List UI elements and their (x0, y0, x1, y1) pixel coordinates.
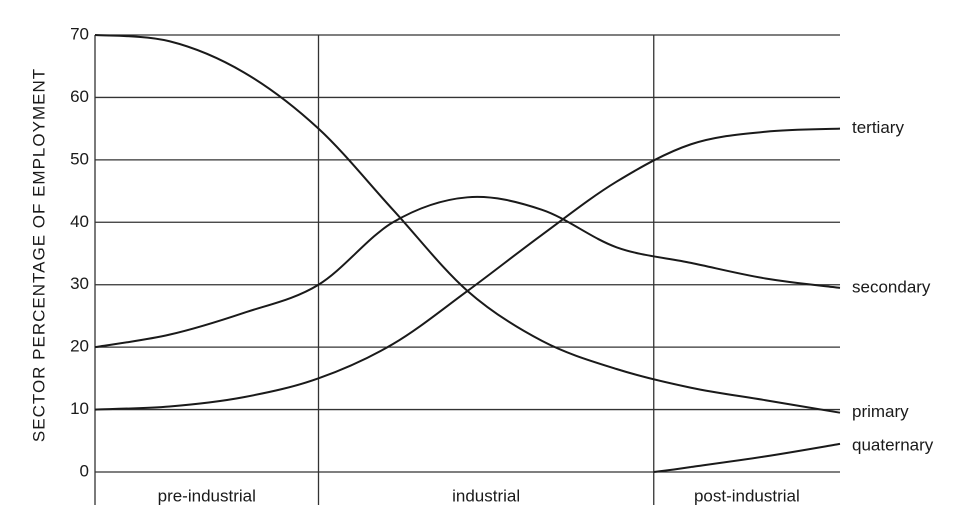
y-tick-label: 20 (70, 337, 89, 356)
y-tick-label: 50 (70, 149, 89, 168)
y-axis-label: SECTOR PERCENTAGE OF EMPLOYMENT (29, 68, 48, 442)
y-tick-label: 10 (70, 399, 89, 418)
y-tick-label: 30 (70, 274, 89, 293)
series-label: secondary (852, 277, 931, 296)
phase-label: pre-industrial (158, 486, 256, 505)
series-line (94, 34, 841, 414)
series-line (690, 442, 841, 468)
y-tick-label: 60 (70, 87, 89, 106)
y-tick-label: 70 (70, 24, 89, 43)
phase-label: industrial (452, 486, 520, 505)
series-line-start (653, 466, 692, 473)
y-tick-label: 0 (80, 461, 89, 480)
phase-label: post-industrial (694, 486, 800, 505)
series-line (94, 195, 841, 349)
series-label: primary (852, 402, 909, 421)
series-label: quaternary (852, 435, 934, 454)
series-line (94, 127, 841, 411)
series-label: tertiary (852, 118, 904, 137)
y-tick-label: 40 (70, 212, 89, 231)
